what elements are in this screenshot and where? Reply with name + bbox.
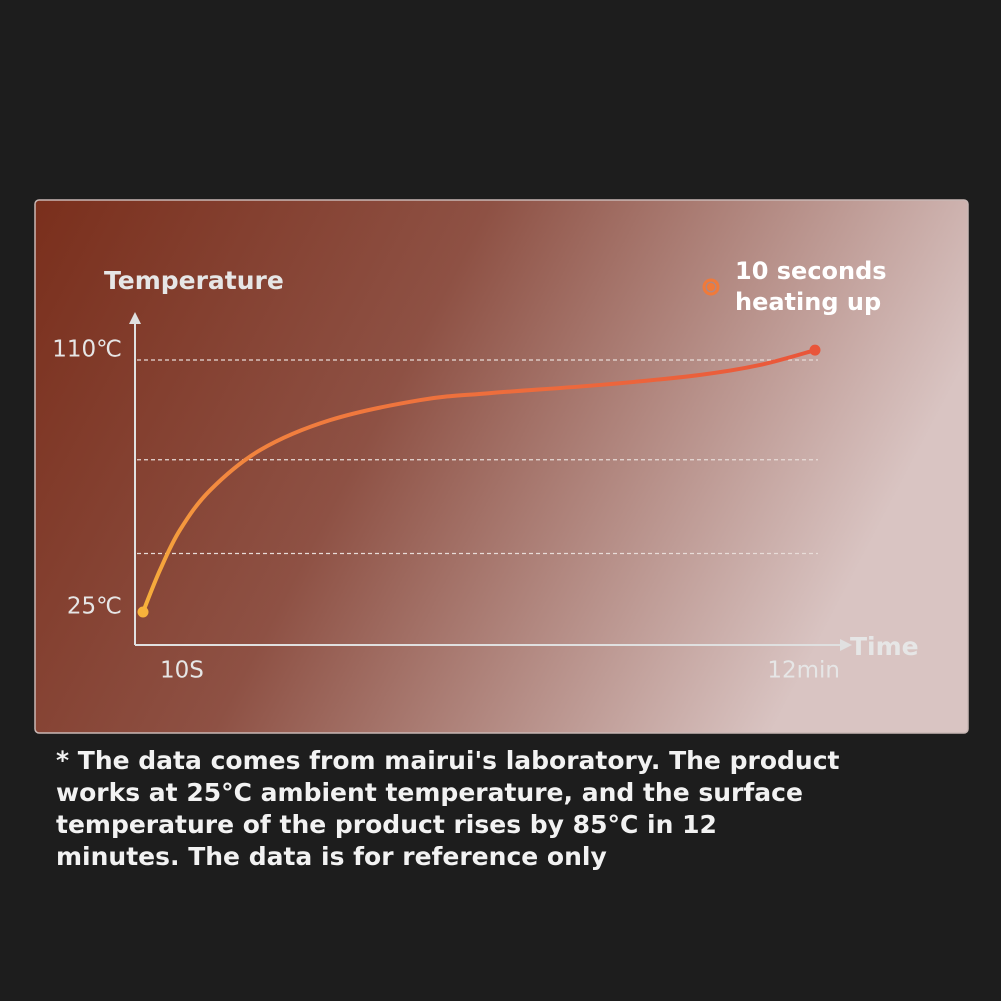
y-tick-label: 25℃ [67, 594, 122, 620]
x-tick-label: 10S [160, 658, 204, 684]
legend: 10 seconds heating up [702, 256, 905, 318]
footnote: * The data comes from mairui's laborator… [56, 746, 840, 871]
panel [34, 199, 969, 734]
x-tick-label: 12min [767, 658, 840, 684]
legend-label: 10 seconds heating up [735, 257, 887, 316]
legend-marker [702, 278, 720, 296]
y-arrow [129, 312, 141, 324]
legend-marker-box [702, 278, 720, 296]
line [141, 348, 817, 614]
y-axis-label: Temperature [104, 266, 284, 295]
legend-marker-dot [707, 283, 715, 291]
y-tick-label: 110℃ [52, 337, 122, 363]
start-point [137, 606, 149, 618]
end-point [809, 344, 821, 356]
x-arrow [840, 639, 852, 651]
x-axis-label: Time [850, 632, 919, 661]
